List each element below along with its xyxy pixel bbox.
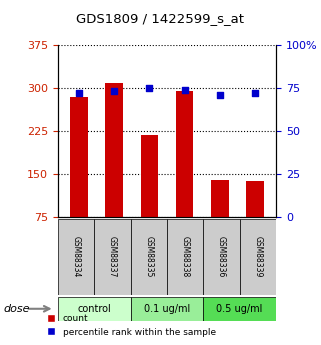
Bar [70,97,88,260]
Text: 0.5 ug/ml: 0.5 ug/ml [216,304,263,314]
Bar [211,180,229,260]
Point [147,85,152,91]
Bar [167,219,203,295]
Text: GSM88338: GSM88338 [181,236,190,278]
Bar [94,219,131,295]
Bar [131,297,203,321]
Text: 0.1 ug/ml: 0.1 ug/ml [144,304,190,314]
Bar [203,297,276,321]
Point [217,92,222,98]
Point [252,90,257,96]
Bar [176,91,193,260]
Point [182,87,187,92]
Bar [141,135,158,260]
Legend: count, percentile rank within the sample: count, percentile rank within the sample [43,310,220,341]
Bar [58,219,94,295]
Point [111,89,117,94]
Text: dose: dose [3,304,30,314]
Text: GSM88334: GSM88334 [72,236,81,278]
Text: GSM88337: GSM88337 [108,236,117,278]
Text: GSM88339: GSM88339 [253,236,262,278]
Text: control: control [77,304,111,314]
Bar [240,219,276,295]
Bar [58,297,131,321]
Text: GDS1809 / 1422599_s_at: GDS1809 / 1422599_s_at [76,12,245,25]
Bar [246,181,264,260]
Bar [203,219,240,295]
Point [76,90,82,96]
Bar [105,83,123,260]
Bar [131,219,167,295]
Text: GSM88336: GSM88336 [217,236,226,278]
Text: GSM88335: GSM88335 [144,236,153,278]
